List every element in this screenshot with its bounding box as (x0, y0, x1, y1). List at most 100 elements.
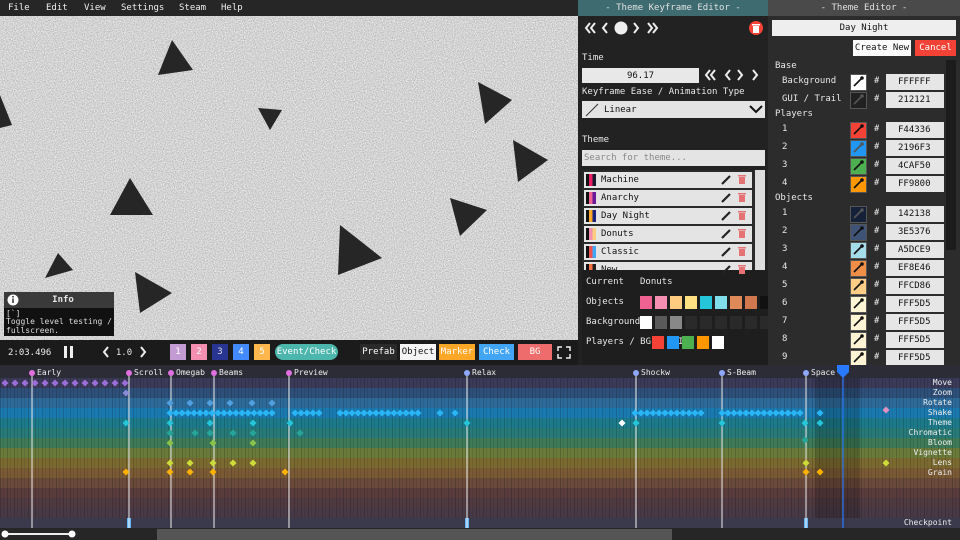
event-check-toggle[interactable]: Event/Check (275, 344, 338, 360)
time-input[interactable]: 96.17 (582, 68, 699, 83)
mode-button[interactable]: Object (400, 344, 436, 360)
theme-item[interactable]: Day Night (584, 208, 752, 224)
info-header: Info (4, 292, 114, 308)
color-swatch (745, 296, 757, 309)
hex-input[interactable]: FFFFFF (886, 74, 944, 90)
theme-icon (586, 210, 596, 222)
color-swatch[interactable] (850, 140, 867, 157)
hex-input[interactable]: 142138 (886, 206, 944, 222)
info-body (4, 308, 114, 336)
triangle (110, 178, 153, 215)
cancel-button[interactable]: Cancel (915, 40, 956, 56)
hex-input[interactable]: FF9800 (886, 176, 944, 192)
color-swatch[interactable] (850, 296, 867, 313)
color-swatch[interactable] (850, 158, 867, 175)
keyframe-title: - Theme Keyframe Editor - (578, 0, 768, 16)
color-swatch (730, 316, 742, 329)
section-label: Base (775, 61, 797, 71)
hex-input[interactable]: 212121 (886, 92, 944, 108)
hex-input[interactable]: 4CAF50 (886, 158, 944, 174)
color-swatch (640, 316, 652, 329)
checkpoint-mark (465, 518, 469, 528)
hex-input[interactable]: FFF5D5 (886, 296, 944, 312)
mode-button[interactable]: Check (479, 344, 514, 360)
hex-input[interactable]: FFF5D5 (886, 314, 944, 330)
color-swatch[interactable] (850, 122, 867, 139)
noise (0, 16, 578, 340)
color-swatch[interactable] (850, 92, 867, 109)
theme-item[interactable]: Donuts (584, 226, 752, 242)
mode-button[interactable]: BG (518, 344, 552, 360)
row-label: Zoom (932, 388, 952, 397)
hex-input[interactable]: FFF5D5 (886, 332, 944, 348)
hex-input[interactable]: F44336 (886, 122, 944, 138)
marker-label[interactable]: Omegab (176, 368, 205, 377)
color-swatch[interactable] (850, 206, 867, 223)
hash-sign: # (874, 226, 880, 236)
row-label: Move (932, 378, 952, 387)
layer-button[interactable]: 3 (212, 344, 228, 360)
hex-input[interactable]: 3E5376 (886, 224, 944, 240)
color-swatch[interactable] (850, 176, 867, 193)
layer-button[interactable]: 2 (191, 344, 207, 360)
menu-item[interactable]: Edit (46, 3, 68, 13)
color-swatch[interactable] (850, 332, 867, 349)
color-label: 4 (782, 178, 788, 188)
marker-label[interactable]: Early (37, 368, 62, 377)
time-label: Time (582, 53, 604, 63)
theme-search[interactable]: Search for theme... (582, 150, 765, 166)
hash-sign: # (874, 352, 880, 362)
menu-bar (0, 0, 578, 16)
color-label: 1 (782, 124, 788, 134)
color-swatch[interactable] (850, 224, 867, 241)
menu-item[interactable]: Steam (179, 3, 207, 13)
color-label: 6 (782, 298, 788, 308)
color-swatch[interactable] (850, 278, 867, 295)
color-swatch[interactable] (850, 260, 867, 277)
swatch-row-label: Background (586, 317, 641, 327)
color-swatch[interactable] (850, 242, 867, 259)
ease-dropdown[interactable]: Linear (582, 101, 765, 118)
hex-input[interactable]: A5DCE9 (886, 242, 944, 258)
color-label: 9 (782, 352, 788, 362)
theme-name-input[interactable]: Day Night (772, 20, 956, 36)
create-button[interactable]: Create New (853, 40, 911, 56)
theme-label: Theme (582, 135, 610, 145)
hex-input[interactable]: 2196F3 (886, 140, 944, 156)
color-swatch[interactable] (850, 74, 867, 91)
timeline-row (0, 458, 960, 468)
mode-button[interactable]: Marker (439, 344, 475, 360)
hash-sign: # (874, 142, 880, 152)
time-display: 2:03.496 (8, 348, 52, 358)
marker-label[interactable]: S-Beam (727, 368, 756, 377)
hex-input[interactable]: FFCD86 (886, 278, 944, 294)
ease-label: Keyframe Ease / Animation Type (582, 87, 745, 97)
layer-button[interactable]: 1 (170, 344, 186, 360)
theme-item[interactable]: Anarchy (584, 190, 752, 206)
marker-label[interactable]: Beams (219, 368, 244, 377)
marker-label[interactable]: Shockw (641, 368, 670, 377)
hex-input[interactable]: EF8E46 (886, 260, 944, 276)
mode-button[interactable]: Prefab (360, 344, 397, 360)
menu-item[interactable]: Help (221, 3, 243, 13)
color-label: 3 (782, 244, 788, 254)
triangle (450, 198, 487, 236)
current-label: Current (586, 277, 624, 287)
layer-button[interactable]: 4 (233, 344, 249, 360)
marker-label[interactable]: Scroll (134, 368, 163, 377)
theme-item[interactable]: Classic (584, 244, 752, 260)
scroll-thumb[interactable] (157, 529, 672, 540)
hash-sign: # (874, 298, 880, 308)
menu-item[interactable]: Settings (121, 3, 165, 13)
layer-button[interactable]: 5 (254, 344, 270, 360)
theme-item[interactable]: Machine (584, 172, 752, 188)
menu-item[interactable]: File (8, 3, 30, 13)
marker-label[interactable]: Preview (294, 368, 328, 377)
menu-item[interactable]: View (84, 3, 106, 13)
marker-label[interactable]: Relax (472, 368, 497, 377)
timeline-row (0, 438, 960, 448)
color-swatch[interactable] (850, 314, 867, 331)
marker-label[interactable]: Space (811, 368, 836, 377)
hex-input[interactable]: FFF5D5 (886, 350, 944, 366)
color-swatch (670, 296, 682, 309)
